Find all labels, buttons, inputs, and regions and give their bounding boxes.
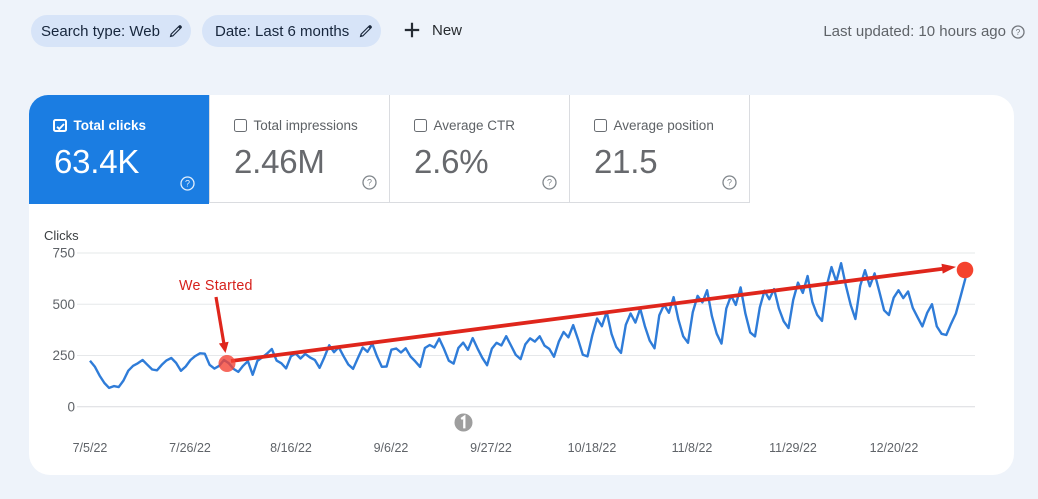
svg-text:8/16/22: 8/16/22 — [270, 441, 312, 455]
svg-text:12/20/22: 12/20/22 — [870, 441, 919, 455]
svg-text:750: 750 — [52, 246, 75, 261]
svg-text:11/29/22: 11/29/22 — [769, 441, 817, 455]
svg-text:0: 0 — [67, 399, 75, 414]
svg-text:9/6/22: 9/6/22 — [374, 441, 409, 455]
svg-text:?: ? — [185, 179, 190, 189]
svg-text:11/8/22: 11/8/22 — [672, 441, 713, 455]
svg-text:500: 500 — [52, 297, 75, 312]
svg-text:We Started: We Started — [179, 278, 253, 294]
svg-text:Clicks: Clicks — [44, 228, 79, 243]
svg-text:?: ? — [1016, 27, 1021, 37]
svg-text:?: ? — [547, 178, 552, 188]
svg-text:7/5/22: 7/5/22 — [73, 441, 108, 455]
svg-text:9/27/22: 9/27/22 — [470, 441, 512, 455]
svg-text:?: ? — [367, 178, 372, 188]
svg-text:7/26/22: 7/26/22 — [169, 441, 211, 455]
svg-text:10/18/22: 10/18/22 — [568, 441, 617, 455]
svg-text:250: 250 — [52, 348, 75, 363]
svg-text:?: ? — [727, 178, 732, 188]
